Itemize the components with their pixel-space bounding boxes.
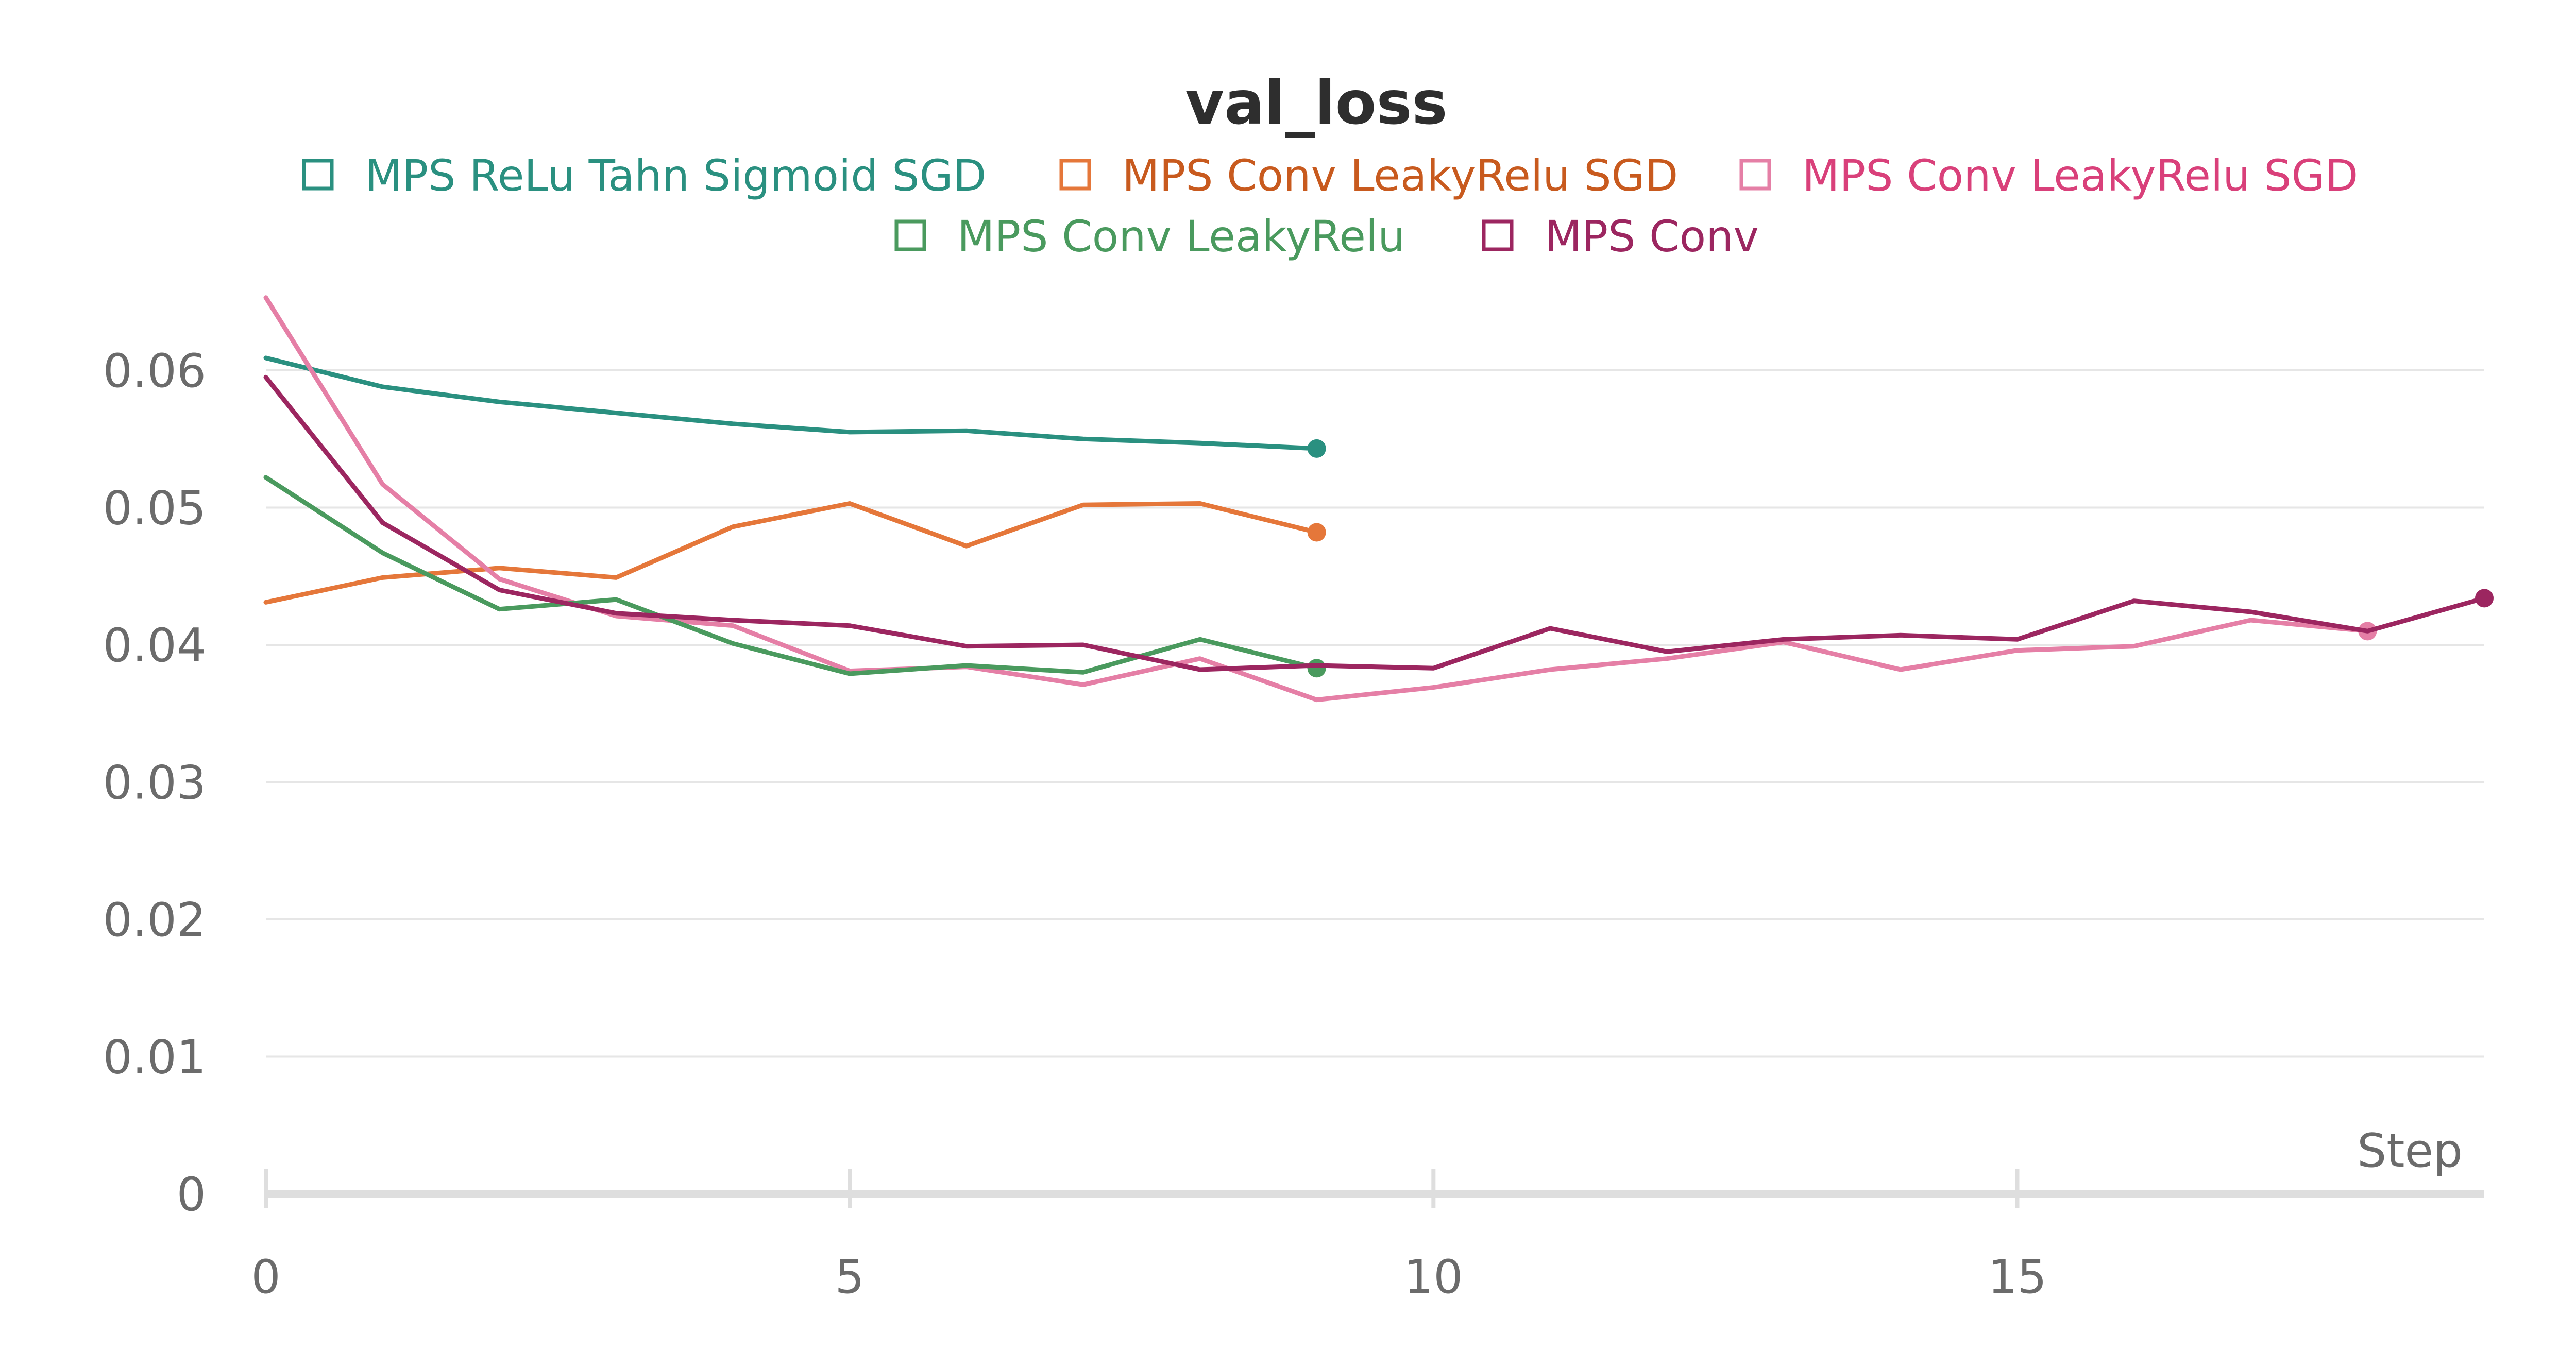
legend-label: MPS Conv LeakyRelu SGD <box>1122 150 1678 201</box>
series-line[interactable] <box>263 355 1319 451</box>
series-end-point[interactable] <box>1307 523 1326 542</box>
legend-item[interactable]: MPS ReLu Tahn Sigmoid SGD <box>302 150 986 201</box>
series-group <box>263 295 2494 703</box>
legend-label: MPS Conv LeakyRelu <box>957 211 1405 262</box>
y-tick-label: 0.04 <box>103 619 206 673</box>
x-axis-label: Step <box>2357 1124 2463 1178</box>
legend-item[interactable]: MPS Conv LeakyRelu SGD <box>1739 150 2358 201</box>
y-tick-label: 0.05 <box>103 482 206 536</box>
legend-label: MPS ReLu Tahn Sigmoid SGD <box>365 150 986 201</box>
series-line[interactable] <box>263 295 2370 703</box>
legend-swatch-icon <box>1059 159 1091 191</box>
series-line[interactable] <box>263 501 1319 605</box>
x-tick-label: 0 <box>251 1250 280 1304</box>
legend-swatch-icon <box>1739 159 1771 191</box>
legend-swatch-icon <box>1482 219 1514 251</box>
legend-item[interactable]: MPS Conv <box>1482 211 1759 262</box>
x-tick-label: 15 <box>1988 1250 2047 1304</box>
x-tick-label: 5 <box>835 1250 865 1304</box>
series-end-point[interactable] <box>1307 439 1326 458</box>
x-tick-label: 10 <box>1404 1250 1463 1304</box>
legend-swatch-icon <box>894 219 926 251</box>
legend-swatch-icon <box>302 159 334 191</box>
series-end-point[interactable] <box>1307 659 1326 678</box>
chart-title: val_loss <box>1185 69 1447 138</box>
legend-item[interactable]: MPS Conv LeakyRelu <box>894 211 1405 262</box>
y-tick-label: 0.03 <box>103 756 206 810</box>
legend-label: MPS Conv LeakyRelu SGD <box>1802 150 2358 201</box>
y-tick-label: 0.01 <box>103 1031 206 1085</box>
y-tick-label: 0.06 <box>103 344 206 398</box>
legend: MPS ReLu Tahn Sigmoid SGD MPS Conv LeakyR… <box>302 150 2358 262</box>
y-tick-label: 0.02 <box>103 893 206 947</box>
y-tick-label: 0 <box>177 1168 206 1222</box>
legend-label: MPS Conv <box>1545 211 1759 262</box>
legend-item[interactable]: MPS Conv LeakyRelu SGD <box>1059 150 1678 201</box>
series-end-point[interactable] <box>2475 589 2494 608</box>
series-line[interactable] <box>263 374 2487 672</box>
gridlines <box>266 369 2484 1058</box>
